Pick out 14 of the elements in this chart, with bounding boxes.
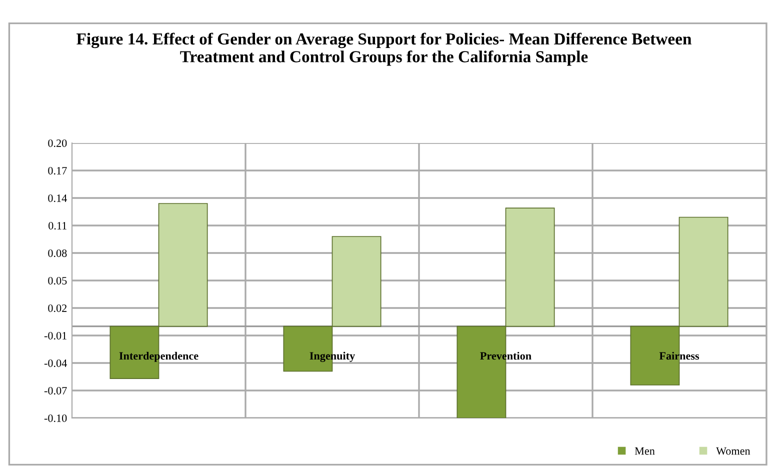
y-tick-label: 0.05 bbox=[48, 276, 67, 285]
y-tick-label: -0.04 bbox=[44, 359, 67, 368]
chart-title: Figure 14. Effect of Gender on Average Support for Policies- Mean Difference Between Treatment and Control Groups for the California Sample bbox=[76, 32, 692, 66]
y-tick-label: 0.11 bbox=[48, 222, 66, 230]
y-tick-label: 0.14 bbox=[48, 194, 67, 202]
legend-label: Women bbox=[716, 447, 750, 455]
y-tick-label: -0.10 bbox=[44, 414, 67, 422]
legend-label: Men bbox=[634, 447, 655, 455]
y-tick-label: 0.08 bbox=[48, 249, 67, 258]
y-tick-label: 0.02 bbox=[48, 304, 67, 312]
y-tick-label: 0.17 bbox=[48, 166, 67, 175]
y-tick-label: -0.07 bbox=[44, 386, 67, 395]
y-tick-label: 0.20 bbox=[48, 139, 67, 148]
y-tick-label: -0.01 bbox=[44, 332, 66, 340]
